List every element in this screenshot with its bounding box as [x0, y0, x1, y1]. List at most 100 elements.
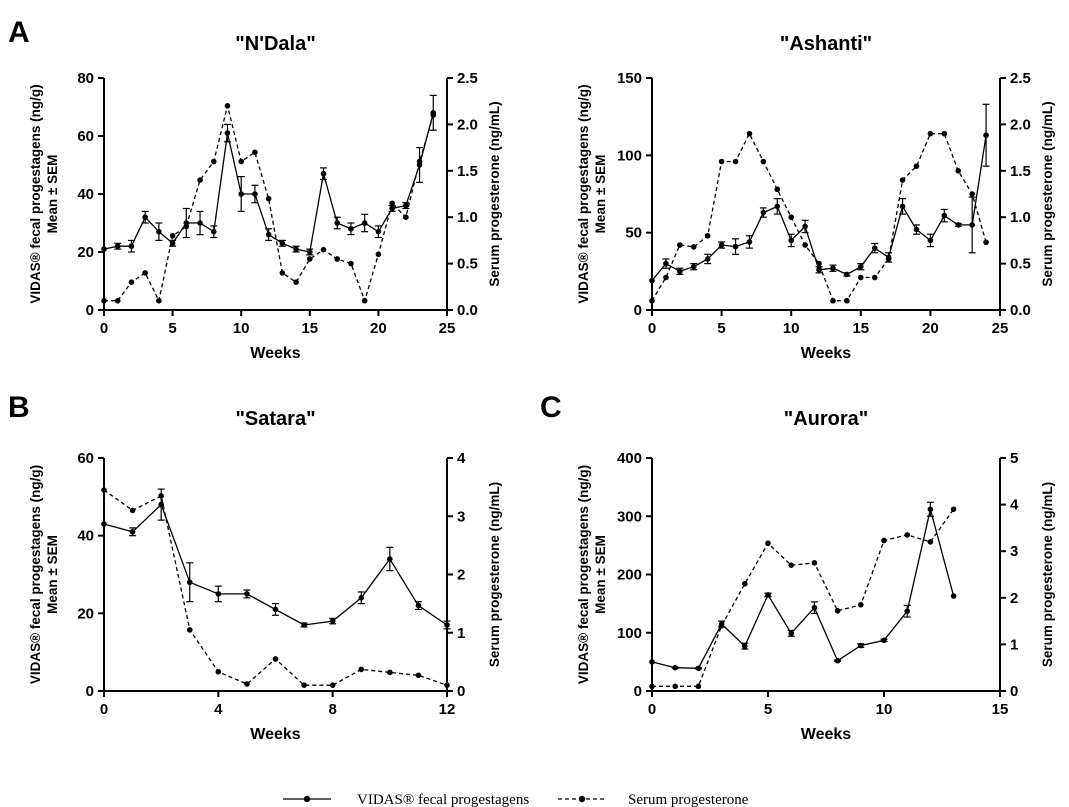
- serum-point: [885, 256, 892, 262]
- serum-point: [158, 493, 164, 499]
- serum-point: [444, 682, 450, 688]
- serum-point: [983, 239, 989, 246]
- x-tick-label: 10: [233, 320, 250, 337]
- fecal-point: [272, 606, 279, 613]
- fecal-point: [695, 665, 702, 672]
- y-left-tick-label: 60: [77, 128, 94, 145]
- x-tick-label: 10: [876, 701, 893, 718]
- y-left-tick-label: 400: [617, 450, 642, 467]
- x-axis-label: Weeks: [250, 345, 301, 362]
- y-left-label-line1: VIDAS® fecal progestagens (ng/g): [28, 84, 43, 303]
- chart-title: "N'Dala": [235, 33, 315, 55]
- serum-point: [183, 223, 190, 230]
- serum-point: [389, 200, 395, 207]
- serum-point: [415, 672, 422, 679]
- fecal-point: [334, 220, 341, 226]
- fecal-point: [677, 268, 683, 275]
- x-tick-label: 15: [992, 701, 1009, 718]
- fecal-point: [238, 191, 244, 197]
- fecal-point: [279, 240, 286, 247]
- y-right-tick-label: 1.5: [457, 163, 478, 180]
- x-tick-label: 4: [214, 701, 223, 718]
- serum-point: [265, 195, 272, 202]
- fecal-point: [913, 226, 920, 233]
- x-tick-label: 20: [370, 320, 387, 337]
- x-axis-label: Weeks: [801, 345, 852, 362]
- serum-point: [348, 260, 354, 267]
- chart-panel-0: A "N'Dala" 0 5 10 15 20 25 0 20 40 60 80 0.0 0.5 1.0 1.5…: [8, 16, 502, 362]
- fecal-point: [858, 263, 864, 270]
- serum-line: [104, 105, 434, 303]
- serum-line: [103, 489, 448, 686]
- serum-point: [101, 297, 107, 304]
- fecal-point: [114, 243, 121, 249]
- fecal-point: [348, 226, 354, 232]
- fecal-point: [197, 220, 203, 226]
- x-tick-label: 20: [922, 320, 939, 337]
- fecal-point: [186, 579, 193, 586]
- y-right-tick-label: 4: [457, 450, 466, 467]
- serum-point: [844, 297, 850, 304]
- fecal-line: [651, 135, 987, 282]
- fecal-point: [244, 591, 250, 597]
- serum-point: [279, 270, 286, 276]
- serum-point: [649, 683, 655, 690]
- y-left-tick-label: 40: [77, 186, 94, 203]
- serum-point: [742, 581, 748, 587]
- panel-letter: C: [540, 391, 562, 424]
- fecal-point: [690, 263, 697, 270]
- fecal-point: [742, 643, 748, 649]
- serum-point: [802, 242, 808, 248]
- x-tick-label: 0: [100, 701, 108, 718]
- serum-point: [210, 158, 217, 165]
- serum-series: [649, 130, 989, 304]
- fecal-point: [834, 657, 841, 664]
- legend-serum-label: Serum progesterone: [628, 792, 749, 807]
- chart-panel-3: C "Aurora"0 5 10 150100200300400012345WeeksV…: [540, 391, 1055, 743]
- serum-point: [834, 608, 841, 614]
- serum-point: [663, 274, 669, 281]
- y-left-label-line2: Mean ± SEM: [593, 535, 608, 614]
- fecal-point: [704, 256, 711, 262]
- panel-letter: B: [8, 391, 30, 424]
- fecal-point: [718, 242, 725, 248]
- y-right-tick-label: 2.5: [1010, 70, 1031, 87]
- serum-point: [101, 487, 107, 493]
- y-right-tick-label: 1.0: [457, 209, 478, 226]
- serum-point: [788, 562, 794, 568]
- y-left-tick-label: 40: [77, 528, 94, 545]
- fecal-point: [265, 231, 272, 238]
- chart-title: "Aurora": [784, 408, 869, 430]
- serum-series: [101, 487, 450, 688]
- fecal-point: [415, 602, 422, 609]
- fecal-point: [210, 228, 217, 235]
- serum-point: [672, 683, 678, 690]
- y-right-tick-label: 1.5: [1010, 163, 1031, 180]
- fecal-point: [871, 245, 878, 251]
- fecal-point: [301, 622, 307, 628]
- serum-point: [329, 682, 336, 688]
- serum-point: [927, 539, 934, 545]
- serum-point: [244, 681, 250, 687]
- fecal-point: [672, 664, 678, 671]
- serum-point: [695, 683, 702, 690]
- serum-series: [101, 103, 437, 304]
- serum-point: [927, 130, 934, 137]
- fecal-point: [358, 595, 365, 601]
- fecal-point: [156, 228, 162, 235]
- y-left-tick-label: 0: [634, 683, 642, 700]
- y-right-tick-label: 2.0: [1010, 116, 1031, 133]
- fecal-point: [746, 239, 753, 245]
- serum-point: [913, 163, 920, 169]
- fecal-point: [129, 528, 136, 535]
- serum-point: [881, 537, 887, 544]
- y-left-label-line2: Mean ± SEM: [45, 155, 60, 234]
- fecal-line: [651, 509, 955, 669]
- fecal-point: [158, 501, 164, 508]
- y-right-tick-label: 2.0: [457, 116, 478, 133]
- fecal-point: [649, 277, 655, 284]
- serum-point: [197, 177, 203, 183]
- serum-point: [334, 256, 341, 262]
- y-left-tick-label: 0: [634, 302, 642, 319]
- serum-point: [114, 297, 121, 304]
